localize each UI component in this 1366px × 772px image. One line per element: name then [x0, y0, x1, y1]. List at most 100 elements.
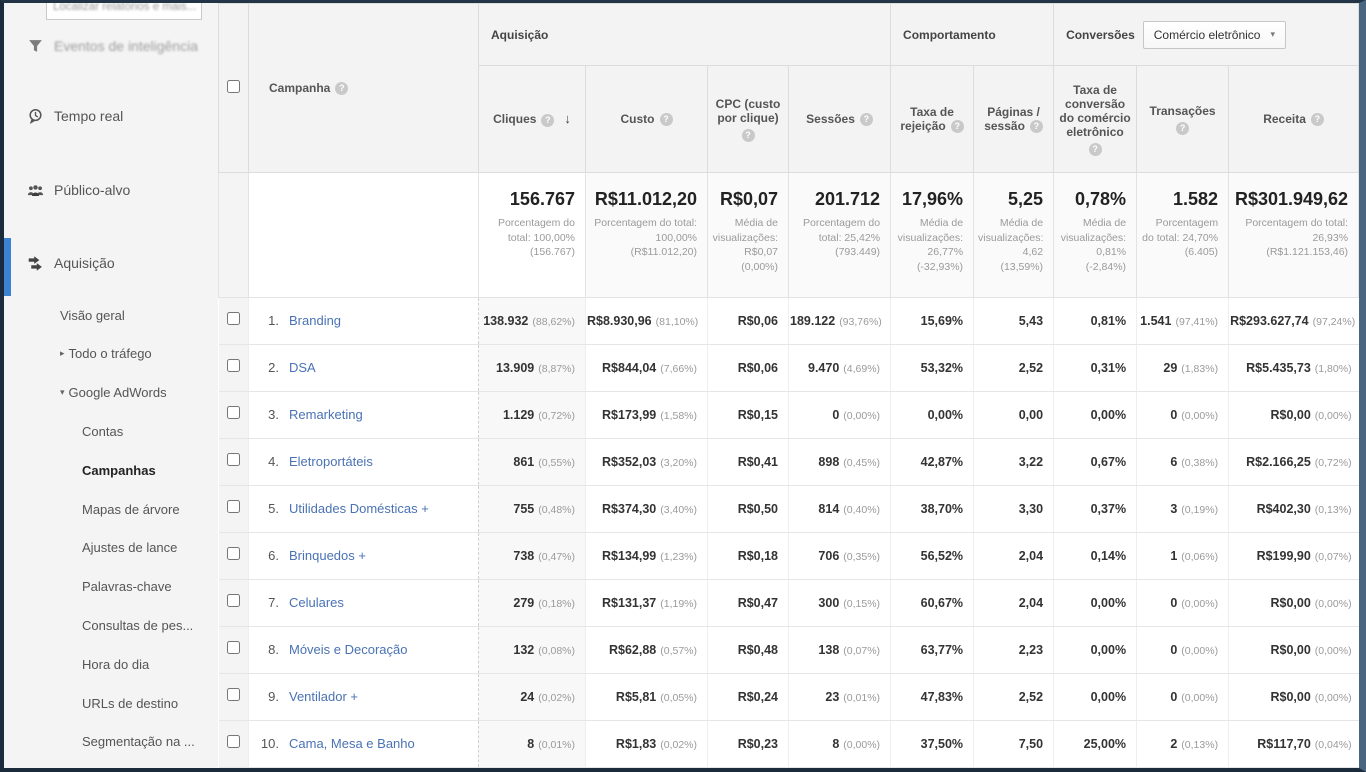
- row-checkbox[interactable]: [227, 406, 241, 419]
- row-checkbox[interactable]: [227, 688, 241, 701]
- cell-percent: (0,55%): [538, 457, 575, 469]
- cell-value: 53,32%: [920, 361, 964, 375]
- collapse-arrow-icon[interactable]: ▾: [60, 387, 65, 398]
- row-checkbox[interactable]: [227, 594, 241, 607]
- cell-value: 300: [818, 596, 840, 610]
- cell-percent: (0,45%): [843, 457, 881, 469]
- sidebar-item-aquisicao[interactable]: Aquisição: [4, 248, 218, 278]
- expand-arrow-icon[interactable]: ▸: [60, 348, 65, 359]
- campaign-link[interactable]: Ventilador +: [289, 689, 359, 704]
- row-checkbox[interactable]: [227, 547, 241, 560]
- row-checkbox[interactable]: [227, 453, 241, 466]
- totals-empty-cell: [248, 172, 479, 298]
- campaign-link[interactable]: Cama, Mesa e Banho: [289, 736, 415, 751]
- sidebar-item-label: Hora do dia: [82, 656, 150, 672]
- select-all-checkbox[interactable]: [227, 80, 240, 93]
- cell-transacoes: 29 (1,83%): [1136, 344, 1229, 392]
- cell-value: 0,31%: [1090, 361, 1127, 375]
- cell-value: R$0,18: [737, 549, 778, 563]
- campaigns-table: Campanha? Aquisição Comportamento Conver…: [218, 3, 1359, 768]
- cell-percent: (1,23%): [660, 551, 697, 563]
- cell-value: 138: [818, 643, 840, 657]
- campaign-link[interactable]: Eletroportáteis: [289, 454, 373, 469]
- column-header-cpc[interactable]: CPC (custo por clique)?: [707, 65, 789, 173]
- active-section-indicator: [4, 238, 11, 296]
- column-header-cliques[interactable]: Cliques? ↓: [478, 65, 586, 173]
- cell-value: 0,37%: [1090, 502, 1127, 516]
- row-checkbox[interactable]: [227, 500, 241, 513]
- campaign-link[interactable]: Utilidades Domésticas +: [289, 501, 429, 516]
- column-header-rejeicao[interactable]: Taxa de rejeição?: [890, 65, 975, 173]
- sidebar-item-visao-geral[interactable]: Visão geral: [60, 303, 125, 327]
- cell-cpc: R$0,15: [707, 391, 789, 439]
- column-header-custo[interactable]: Custo?: [585, 65, 708, 173]
- sidebar-item-google-adwords[interactable]: ▾ Google AdWords: [60, 381, 167, 405]
- campaign-link[interactable]: Brinquedos +: [289, 548, 366, 563]
- campaign-link[interactable]: Branding: [289, 313, 342, 328]
- cell-value: 0,00%: [1090, 690, 1127, 704]
- column-header-conversao[interactable]: Taxa de conversão do comércio eletrônico…: [1053, 65, 1138, 173]
- sidebar-item-urls-de-destino[interactable]: URLs de destino: [82, 691, 178, 715]
- campaign-link[interactable]: Remarketing: [289, 407, 363, 422]
- sidebar-item-publico-alvo[interactable]: Público-alvo: [4, 175, 218, 205]
- totals-empty-cell: [218, 172, 249, 298]
- cell-receita: R$199,90 (0,07%): [1228, 532, 1359, 580]
- sidebar-item-todo-o-trafego[interactable]: ▸ Todo o tráfego: [60, 342, 152, 366]
- sidebar-item-segmentacao-na[interactable]: Segmentação na ...: [82, 730, 195, 754]
- cell-value: 0,14%: [1090, 549, 1127, 563]
- search-input[interactable]: Localizar relatórios e mais...: [46, 3, 202, 20]
- sidebar-item-ajustes-de-lance[interactable]: Ajustes de lance: [82, 536, 177, 560]
- help-icon[interactable]: ?: [950, 120, 964, 134]
- column-header-sessoes[interactable]: Sessões?: [787, 65, 892, 173]
- cell-percent: (0,04%): [1314, 739, 1352, 751]
- cell-sessoes: 0 (0,00%): [787, 391, 891, 439]
- cell-sessoes: 189.122 (93,76%): [787, 297, 891, 345]
- cell-conversao: 0,37%: [1053, 485, 1137, 533]
- row-checkbox[interactable]: [227, 641, 241, 654]
- cell-value: 189.122: [790, 314, 836, 328]
- campaign-link[interactable]: Celulares: [289, 595, 344, 610]
- cell-cliques: 24 (0,02%): [478, 673, 586, 721]
- sidebar-item-hora-do-dia[interactable]: Hora do dia: [82, 652, 149, 676]
- row-checkbox[interactable]: [227, 735, 241, 748]
- cell-percent: (1,58%): [660, 410, 697, 422]
- sidebar-item-contas[interactable]: Contas: [82, 419, 123, 443]
- help-icon[interactable]: ?: [859, 113, 873, 127]
- cell-value: R$352,03: [602, 455, 657, 469]
- sidebar-item-campanhas[interactable]: Campanhas: [82, 458, 156, 482]
- sidebar-item-label: Público-alvo: [54, 182, 131, 198]
- cell-cpc: R$0,18: [707, 532, 789, 580]
- help-icon[interactable]: ?: [541, 113, 555, 127]
- ecommerce-dropdown[interactable]: Comércio eletrônico ▾: [1142, 20, 1287, 49]
- sidebar-item-eventos-de-inteligencia[interactable]: Eventos de inteligência: [4, 31, 218, 61]
- help-icon[interactable]: ?: [1310, 113, 1324, 127]
- help-icon[interactable]: ?: [335, 82, 349, 96]
- campaign-link[interactable]: Móveis e Decoração: [289, 642, 408, 657]
- cell-sessoes: 8 (0,00%): [787, 720, 891, 768]
- help-icon[interactable]: ?: [741, 128, 755, 142]
- help-icon[interactable]: ?: [659, 113, 673, 127]
- row-checkbox[interactable]: [227, 359, 241, 372]
- column-header-receita[interactable]: Receita?: [1228, 65, 1359, 173]
- sidebar-item-consultas-de-pes[interactable]: Consultas de pes...: [82, 613, 193, 637]
- help-icon[interactable]: ?: [1029, 120, 1043, 134]
- sidebar-item-tempo-real[interactable]: Tempo real: [4, 101, 218, 131]
- column-header-row: Cliques? ↓ Custo? CPC (custo por clique)?…: [219, 65, 1359, 173]
- sidebar-item-label: Google AdWords: [68, 385, 167, 401]
- column-header-paginas[interactable]: Páginas / sessão?: [973, 65, 1055, 173]
- sidebar-item-mapas-de-arvore[interactable]: Mapas de árvore: [82, 497, 180, 521]
- cell-value: 0,67%: [1090, 455, 1127, 469]
- row-number: 7.: [268, 595, 279, 610]
- help-icon[interactable]: ?: [1088, 142, 1102, 156]
- cell-value: 279: [513, 596, 535, 610]
- sidebar-item-palavras-chave[interactable]: Palavras-chave: [82, 575, 172, 599]
- row-checkbox[interactable]: [227, 312, 241, 325]
- cell-rejeicao: 15,69%: [890, 297, 974, 345]
- cell-percent: (0,13%): [1314, 504, 1352, 516]
- campaign-link[interactable]: DSA: [289, 360, 316, 375]
- help-icon[interactable]: ?: [1176, 121, 1190, 135]
- column-header-campanha[interactable]: Campanha?: [248, 3, 479, 173]
- cell-value: 3,22: [1018, 455, 1044, 469]
- column-header-transacoes[interactable]: Transações?: [1136, 65, 1230, 173]
- cell-percent: (0,38%): [1181, 457, 1219, 469]
